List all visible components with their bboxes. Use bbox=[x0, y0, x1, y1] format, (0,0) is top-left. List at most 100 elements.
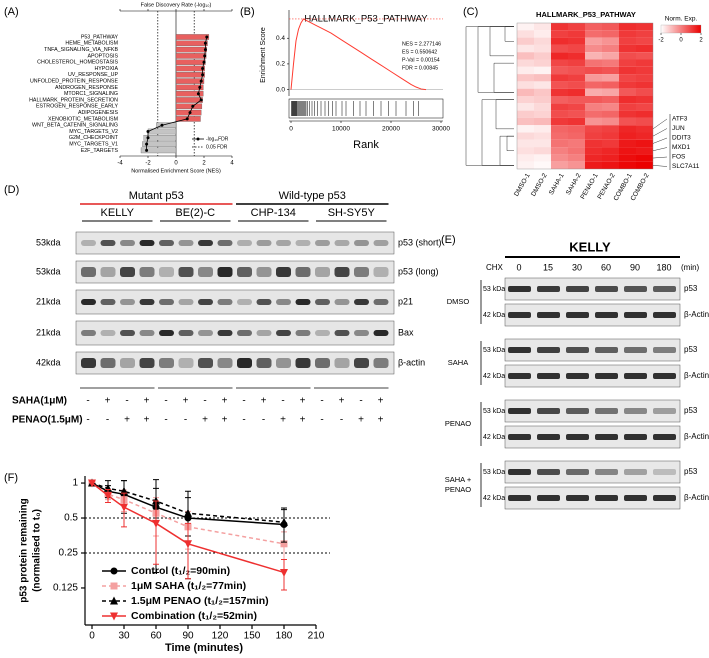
treatment-sign: + bbox=[105, 396, 111, 407]
fdr-point bbox=[188, 111, 192, 115]
band bbox=[595, 408, 618, 414]
error-bar bbox=[185, 522, 191, 580]
heat-cell bbox=[551, 161, 568, 169]
band bbox=[508, 408, 531, 414]
heat-cell bbox=[585, 161, 602, 169]
heat-cell bbox=[568, 37, 585, 45]
legend-label: 1μM SAHA (t₁/₂=77min) bbox=[131, 580, 246, 592]
heat-cell bbox=[636, 147, 653, 155]
size-label: 42kda bbox=[36, 357, 61, 367]
marker bbox=[280, 568, 288, 577]
error-bar bbox=[153, 500, 159, 565]
heat-cell bbox=[534, 139, 551, 148]
legend-dot bbox=[196, 137, 200, 141]
band bbox=[198, 240, 213, 246]
protein-label: p53 bbox=[684, 345, 698, 354]
group-label: SAHA + bbox=[445, 475, 472, 484]
heat-cell bbox=[568, 81, 585, 89]
legend-label: 0.05 FDR bbox=[206, 144, 228, 150]
heat-cell bbox=[602, 37, 619, 45]
heat-cell bbox=[585, 110, 602, 118]
group-label: DMSO bbox=[447, 297, 470, 306]
heat-cell bbox=[636, 88, 653, 96]
heat-cell bbox=[619, 52, 636, 60]
treatment-sign: - bbox=[242, 415, 245, 426]
nes-bar bbox=[175, 59, 206, 65]
treatment-label: PENAO(1.5μM) bbox=[12, 415, 83, 426]
treatment-sign: + bbox=[300, 415, 306, 426]
band bbox=[81, 267, 96, 277]
heat-cell bbox=[602, 81, 619, 89]
blot-strip bbox=[504, 303, 681, 327]
heat-cell bbox=[636, 30, 653, 38]
heat-cell bbox=[551, 139, 568, 148]
fdr-point bbox=[185, 117, 189, 121]
heat-cell bbox=[551, 154, 568, 162]
marker-label: 42 kDa bbox=[483, 373, 505, 380]
band bbox=[508, 469, 531, 475]
heat-cell bbox=[551, 59, 568, 67]
band bbox=[373, 267, 389, 277]
band bbox=[295, 358, 311, 368]
heat-cell bbox=[585, 103, 602, 111]
heat-cell bbox=[619, 59, 636, 67]
heat-cell bbox=[636, 37, 653, 45]
band bbox=[139, 240, 155, 246]
band bbox=[595, 434, 618, 440]
heat-cell bbox=[602, 110, 619, 118]
treatment-sign: - bbox=[242, 396, 245, 407]
x-tick-label: 210 bbox=[308, 631, 325, 642]
heat-cell bbox=[619, 23, 636, 31]
x-tick-label: 0 bbox=[89, 631, 95, 642]
band bbox=[315, 299, 330, 305]
band bbox=[624, 286, 647, 292]
heat-cell bbox=[636, 154, 653, 162]
band bbox=[178, 299, 194, 305]
band bbox=[653, 347, 676, 353]
band bbox=[653, 286, 676, 292]
chx-label: CHX bbox=[486, 263, 504, 272]
heat-cell bbox=[602, 74, 619, 82]
x-tick-label: 4 bbox=[230, 161, 234, 167]
band bbox=[537, 469, 560, 475]
blot-strip bbox=[75, 231, 395, 255]
gene-label: DDIT3 bbox=[672, 135, 691, 142]
legend-tick-label: -2 bbox=[658, 38, 664, 44]
x-tick-label: 10000 bbox=[332, 126, 350, 133]
x-tick-label: -2 bbox=[145, 161, 151, 167]
heat-cell bbox=[602, 147, 619, 155]
heat-cell bbox=[602, 88, 619, 96]
heat-cell bbox=[602, 96, 619, 104]
heat-cell bbox=[551, 88, 568, 96]
heat-cell bbox=[602, 59, 619, 67]
marker bbox=[280, 517, 288, 526]
band bbox=[256, 299, 272, 305]
band bbox=[198, 330, 213, 336]
fdr-point bbox=[203, 41, 207, 45]
heat-cell bbox=[636, 74, 653, 82]
heat-cell bbox=[636, 59, 653, 67]
fdr-point bbox=[203, 54, 207, 58]
heat-cell bbox=[619, 161, 636, 169]
marker-label: 53 kDa bbox=[483, 408, 505, 415]
fdr-point bbox=[199, 79, 203, 83]
heat-cell bbox=[534, 66, 551, 75]
band bbox=[295, 240, 311, 246]
band bbox=[537, 286, 560, 292]
marker bbox=[88, 479, 96, 488]
treatment-sign: + bbox=[358, 415, 364, 426]
category-label: CHOLESTEROL_HOMEOSTASIS bbox=[37, 60, 118, 66]
nes-bar bbox=[175, 78, 205, 84]
heat-cell bbox=[517, 103, 534, 111]
treatment-sign: - bbox=[320, 396, 323, 407]
heat-cell bbox=[568, 88, 585, 96]
column-label: DMSO-1 bbox=[513, 172, 532, 198]
band bbox=[595, 373, 618, 379]
gene-connector bbox=[652, 165, 668, 167]
treatment-sign: + bbox=[378, 415, 384, 426]
fdr-point bbox=[146, 136, 150, 140]
nes-bar bbox=[142, 141, 177, 147]
nes-bar bbox=[175, 46, 207, 53]
nes-bar bbox=[175, 103, 203, 110]
blot-strip bbox=[504, 399, 681, 423]
